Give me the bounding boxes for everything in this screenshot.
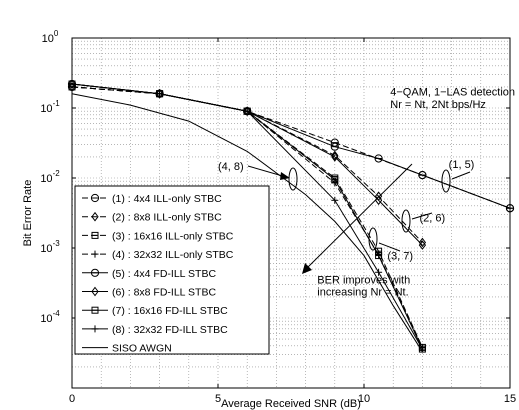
legend-entry: (2) : 8x8 ILL-only STBC (82, 212, 222, 224)
x-tick-label: 15 (504, 393, 516, 405)
legend-label: (5) : 4x4 FD-ILL STBC (112, 268, 216, 280)
legend-entry: (4) : 32x32 ILL-only STBC (82, 249, 234, 261)
legend-label: SISO AWGN (112, 343, 172, 355)
arrow-3-7-line (378, 242, 401, 252)
legend-entry: (1) : 4x4 ILL-only STBC (82, 193, 222, 205)
data-point (91, 211, 99, 222)
arrow-4-8-head (280, 172, 290, 180)
plot-frame (71, 37, 511, 389)
data-point (418, 237, 427, 248)
annotation-label: increasing Nr = Nt. (317, 286, 408, 298)
annotation-label: (1, 5) (449, 159, 475, 171)
annotation-label: (4, 8) (218, 161, 244, 173)
arrow-ber-head (302, 263, 312, 274)
ellipse-2-6 (401, 209, 411, 233)
legend-entry: (5) : 4x4 FD-ILL STBC (82, 268, 216, 280)
legend-label: (3) : 16x16 ILL-only STBC (112, 230, 234, 242)
y-tick-label: 10-1 (40, 99, 60, 115)
data-point (331, 152, 339, 162)
series-line (71, 83, 423, 350)
data-point (331, 150, 339, 161)
arrow-4-8-line (247, 165, 287, 178)
x-tick-label: 5 (215, 393, 221, 405)
arrow-1-5-line (451, 171, 471, 180)
ellipse-3-7 (368, 227, 378, 251)
y-axis-label: Bit Error Rate (22, 180, 34, 247)
arrow-2-6-line (411, 212, 433, 220)
annotation-label: BER improves with (317, 275, 410, 287)
y-tick-label: 100 (42, 29, 59, 45)
legend-label: (2) : 8x8 ILL-only STBC (112, 212, 222, 224)
series-8 (68, 80, 426, 353)
arrow-ber-line (304, 163, 413, 271)
annotation-label: (3, 7) (387, 251, 413, 263)
ellipse-1-5 (441, 169, 451, 193)
annotation-layer (247, 163, 471, 274)
legend-label: (7) : 16x16 FD-ILL STBC (112, 305, 228, 317)
data-point (418, 240, 427, 250)
series-layer (67, 79, 515, 353)
x-tick-label: 10 (358, 393, 370, 405)
legend-label: (8) : 32x32 FD-ILL STBC (112, 324, 228, 336)
legend-label: (4) : 32x32 ILL-only STBC (112, 249, 234, 261)
ellipse-4-8 (288, 167, 298, 191)
legend-entry: (3) : 16x16 ILL-only STBC (82, 230, 234, 242)
data-point (68, 79, 76, 89)
legend-box (74, 185, 270, 355)
data-point (91, 286, 99, 297)
legend-entry: (6) : 8x8 FD-ILL STBC (82, 287, 216, 299)
legend: (1) : 4x4 ILL-only STBC (2) : 8x8 ILL-onl… (74, 185, 270, 355)
annotation-label: (2, 6) (419, 212, 445, 224)
x-axis-label: Average Received SNR (dB) (221, 398, 361, 410)
legend-entry: (8) : 32x32 FD-ILL STBC (82, 324, 228, 336)
data-point (243, 106, 251, 117)
y-tick-label: 10-2 (40, 169, 60, 185)
data-point (155, 88, 164, 99)
x-tick-label: 0 (69, 393, 75, 405)
series-9 (71, 93, 423, 352)
annotation-label: 4−QAM, 1−LAS detection (390, 87, 515, 99)
series-line (71, 93, 423, 352)
y-tick-label: 10-3 (40, 239, 60, 255)
legend-label: (1) : 4x4 ILL-only STBC (112, 193, 222, 205)
legend-label: (6) : 8x8 FD-ILL STBC (112, 287, 216, 299)
y-tick-label: 10-4 (40, 309, 60, 325)
legend-entry: SISO AWGN (82, 343, 172, 355)
annotation-label: Nr = Nt, 2Nt bps/Hz (390, 99, 486, 111)
legend-entry: (7) : 16x16 FD-ILL STBC (82, 305, 228, 317)
